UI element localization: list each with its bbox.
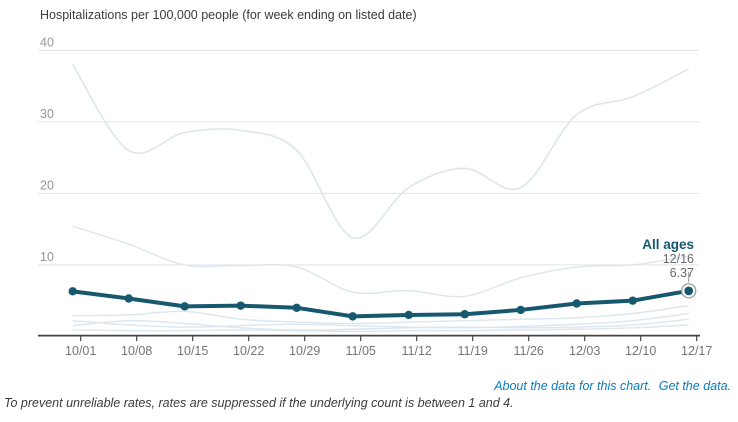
x-axis-tick-label: 12/17 — [681, 344, 712, 358]
get-data-link[interactable]: Get the data. — [658, 379, 731, 393]
annotation-value-label: 6.37 — [670, 266, 694, 280]
chart-links: About the data for this chart. Get the d… — [490, 379, 731, 393]
chart-title: Hospitalizations per 100,000 people (for… — [40, 8, 417, 22]
x-axis-tick-label: 12/03 — [569, 344, 600, 358]
data-point-marker[interactable] — [404, 310, 413, 320]
y-axis-tick-label: 30 — [40, 107, 54, 121]
annotation-series-label: All ages — [642, 237, 694, 252]
y-axis-tick-label: 10 — [40, 250, 54, 264]
faded-series-line — [72, 324, 689, 333]
x-axis-tick-label: 10/15 — [177, 344, 208, 358]
data-point-marker[interactable] — [348, 312, 357, 321]
y-axis-tick-label: 20 — [40, 178, 54, 192]
faded-series-line — [72, 225, 689, 298]
faded-series-line — [72, 318, 689, 331]
data-point-marker[interactable] — [628, 296, 637, 305]
data-point-marker[interactable] — [516, 305, 525, 315]
y-axis-tick-label: 40 — [40, 35, 54, 49]
x-axis-tick-label: 11/26 — [514, 344, 544, 358]
data-point-marker[interactable] — [572, 299, 581, 308]
data-point-marker[interactable] — [180, 302, 189, 311]
x-axis-tick-label: 10/22 — [233, 344, 264, 358]
about-data-link[interactable]: About the data for this chart. — [494, 379, 652, 393]
last-point-marker[interactable] — [684, 286, 694, 296]
x-axis-tick-label: 10/08 — [121, 344, 152, 358]
faded-series-line — [72, 304, 689, 325]
faded-series-line — [72, 312, 689, 329]
data-point-marker[interactable] — [68, 287, 77, 296]
x-axis-tick-label: 12/10 — [625, 344, 656, 358]
all-ages-line[interactable] — [70, 288, 691, 319]
data-point-marker[interactable] — [292, 303, 301, 312]
x-axis-tick-label: 10/01 — [65, 344, 96, 358]
x-axis-tick-label: 11/12 — [402, 344, 432, 358]
faded-series-line — [72, 64, 690, 239]
x-axis-tick-label: 10/29 — [289, 344, 320, 358]
annotation-date-label: 12/16 — [663, 252, 694, 266]
data-point-marker[interactable] — [460, 310, 469, 319]
x-axis-tick-label: 11/05 — [346, 344, 376, 358]
data-point-marker[interactable] — [236, 301, 245, 310]
data-point-marker[interactable] — [124, 294, 133, 303]
x-axis-tick-label: 11/19 — [458, 344, 488, 358]
suppression-footnote: To prevent unreliable rates, rates are s… — [4, 396, 514, 410]
